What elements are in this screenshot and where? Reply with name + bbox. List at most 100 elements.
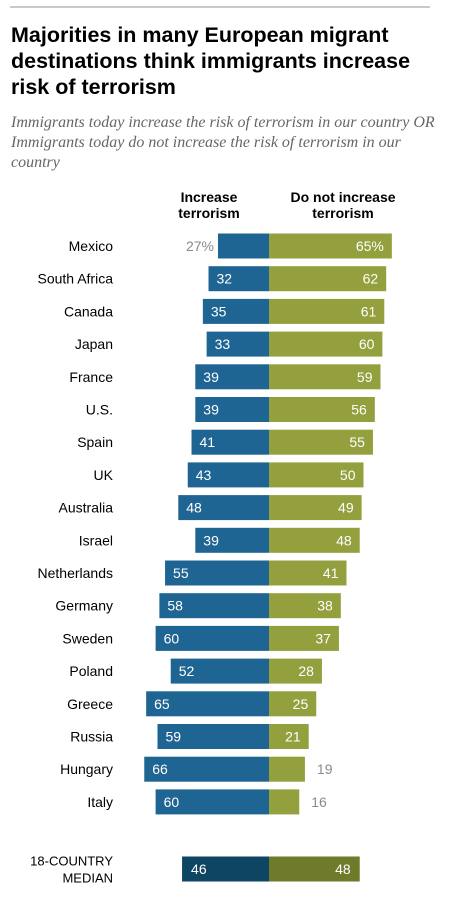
value-label-not-increase: 49 [338,500,354,516]
category-label: Israel [79,532,113,548]
bar-not-increase [269,789,300,815]
median-label-line1: 18-COUNTRY [30,854,113,869]
bar-not-increase [269,625,339,651]
bar-increase [170,658,269,684]
value-label-not-increase: 56 [351,402,367,418]
value-label-increase: 58 [167,598,183,614]
bar-median-not-increase [269,856,360,882]
value-label-not-increase: 28 [298,663,314,679]
bar-not-increase [269,593,341,619]
bar-increase [178,495,269,521]
value-label-not-increase: 21 [285,729,301,745]
bar-not-increase [269,691,317,717]
bar-not-increase [269,298,385,324]
value-label-not-increase: 61 [361,303,377,319]
value-label-increase: 39 [203,402,219,418]
value-label-increase: 66 [152,761,168,777]
category-label: Sweden [62,630,113,646]
bar-not-increase [269,756,305,782]
value-label-increase: 55 [173,565,189,581]
category-label: Russia [70,729,113,745]
category-label: Netherlands [38,565,114,581]
bar-increase [195,527,269,553]
bar-increase [159,593,269,619]
bar-increase [195,364,269,390]
category-label: U.S. [86,402,113,418]
value-label-median-not-increase: 48 [335,861,351,877]
value-label-not-increase: 50 [340,467,356,483]
bar-not-increase [269,495,362,521]
median-label-line2: MEDIAN [62,871,113,886]
category-label: Greece [67,696,113,712]
category-label: Germany [55,598,113,614]
value-label-not-increase: 65% [356,238,384,254]
category-label: Poland [69,663,113,679]
value-label-not-increase: 41 [323,565,339,581]
value-label-increase: 65 [154,696,170,712]
bar-not-increase [269,233,392,259]
value-label-increase: 39 [203,369,219,385]
top-rule [10,6,430,8]
category-label: Japan [75,336,113,352]
value-label-increase: 33 [215,336,231,352]
value-label-not-increase: 55 [349,434,365,450]
category-label: UK [94,467,114,483]
bar-increase [155,789,269,815]
value-label-increase: 32 [217,271,233,287]
bar-increase [206,331,269,357]
value-label-increase: 43 [196,467,212,483]
bar-increase [165,560,269,586]
bar-increase [195,397,269,422]
value-label-increase: 35 [211,303,227,319]
bar-not-increase [269,266,387,292]
bar-not-increase [269,527,360,553]
bar-not-increase [269,331,383,357]
value-label-not-increase: 25 [293,696,309,712]
bar-not-increase [269,724,309,749]
value-label-not-increase: 19 [317,761,333,777]
value-label-increase: 39 [203,532,219,548]
bar-not-increase [269,397,375,422]
value-label-not-increase: 16 [311,794,327,810]
value-label-not-increase: 59 [357,369,373,385]
bar-not-increase [269,560,347,586]
bar-increase [157,724,269,749]
bar-increase [187,462,269,488]
category-label: Mexico [69,238,114,254]
value-label-median-increase: 46 [191,861,207,877]
value-label-not-increase: 62 [363,271,379,287]
category-label: Hungary [60,761,113,777]
value-label-increase: 59 [165,729,181,745]
chart-subtitle: Immigrants today increase the risk of te… [11,114,435,171]
category-label: South Africa [38,271,114,287]
value-label-increase: 52 [179,663,195,679]
value-label-increase: 48 [186,500,202,516]
column-header-increase: Increase terrorism [178,189,240,221]
bar-increase [217,233,269,259]
bar-median-increase [182,856,269,882]
category-label: Australia [59,500,114,516]
value-label-increase: 41 [200,434,216,450]
column-header-not-increase: Do not increase terrorism [290,189,396,221]
value-label-not-increase: 48 [336,532,352,548]
value-label-increase: 27% [186,238,214,254]
category-label: Italy [87,794,113,810]
chart-title: Majorities in many European migrant dest… [11,23,411,99]
value-label-not-increase: 38 [317,598,333,614]
bar-not-increase [269,429,373,455]
category-label: Spain [77,434,113,450]
value-label-not-increase: 37 [315,630,331,646]
value-label-not-increase: 60 [359,336,375,352]
bar-increase [146,691,269,717]
bar-increase [202,298,269,324]
value-label-increase: 60 [164,630,180,646]
bar-not-increase [269,364,381,390]
bar-not-increase [269,658,322,684]
bar-increase [208,266,269,292]
bar-increase [155,625,269,651]
category-label: Canada [64,303,113,319]
value-label-increase: 60 [164,794,180,810]
bar-not-increase [269,462,364,488]
bar-increase [191,429,269,455]
